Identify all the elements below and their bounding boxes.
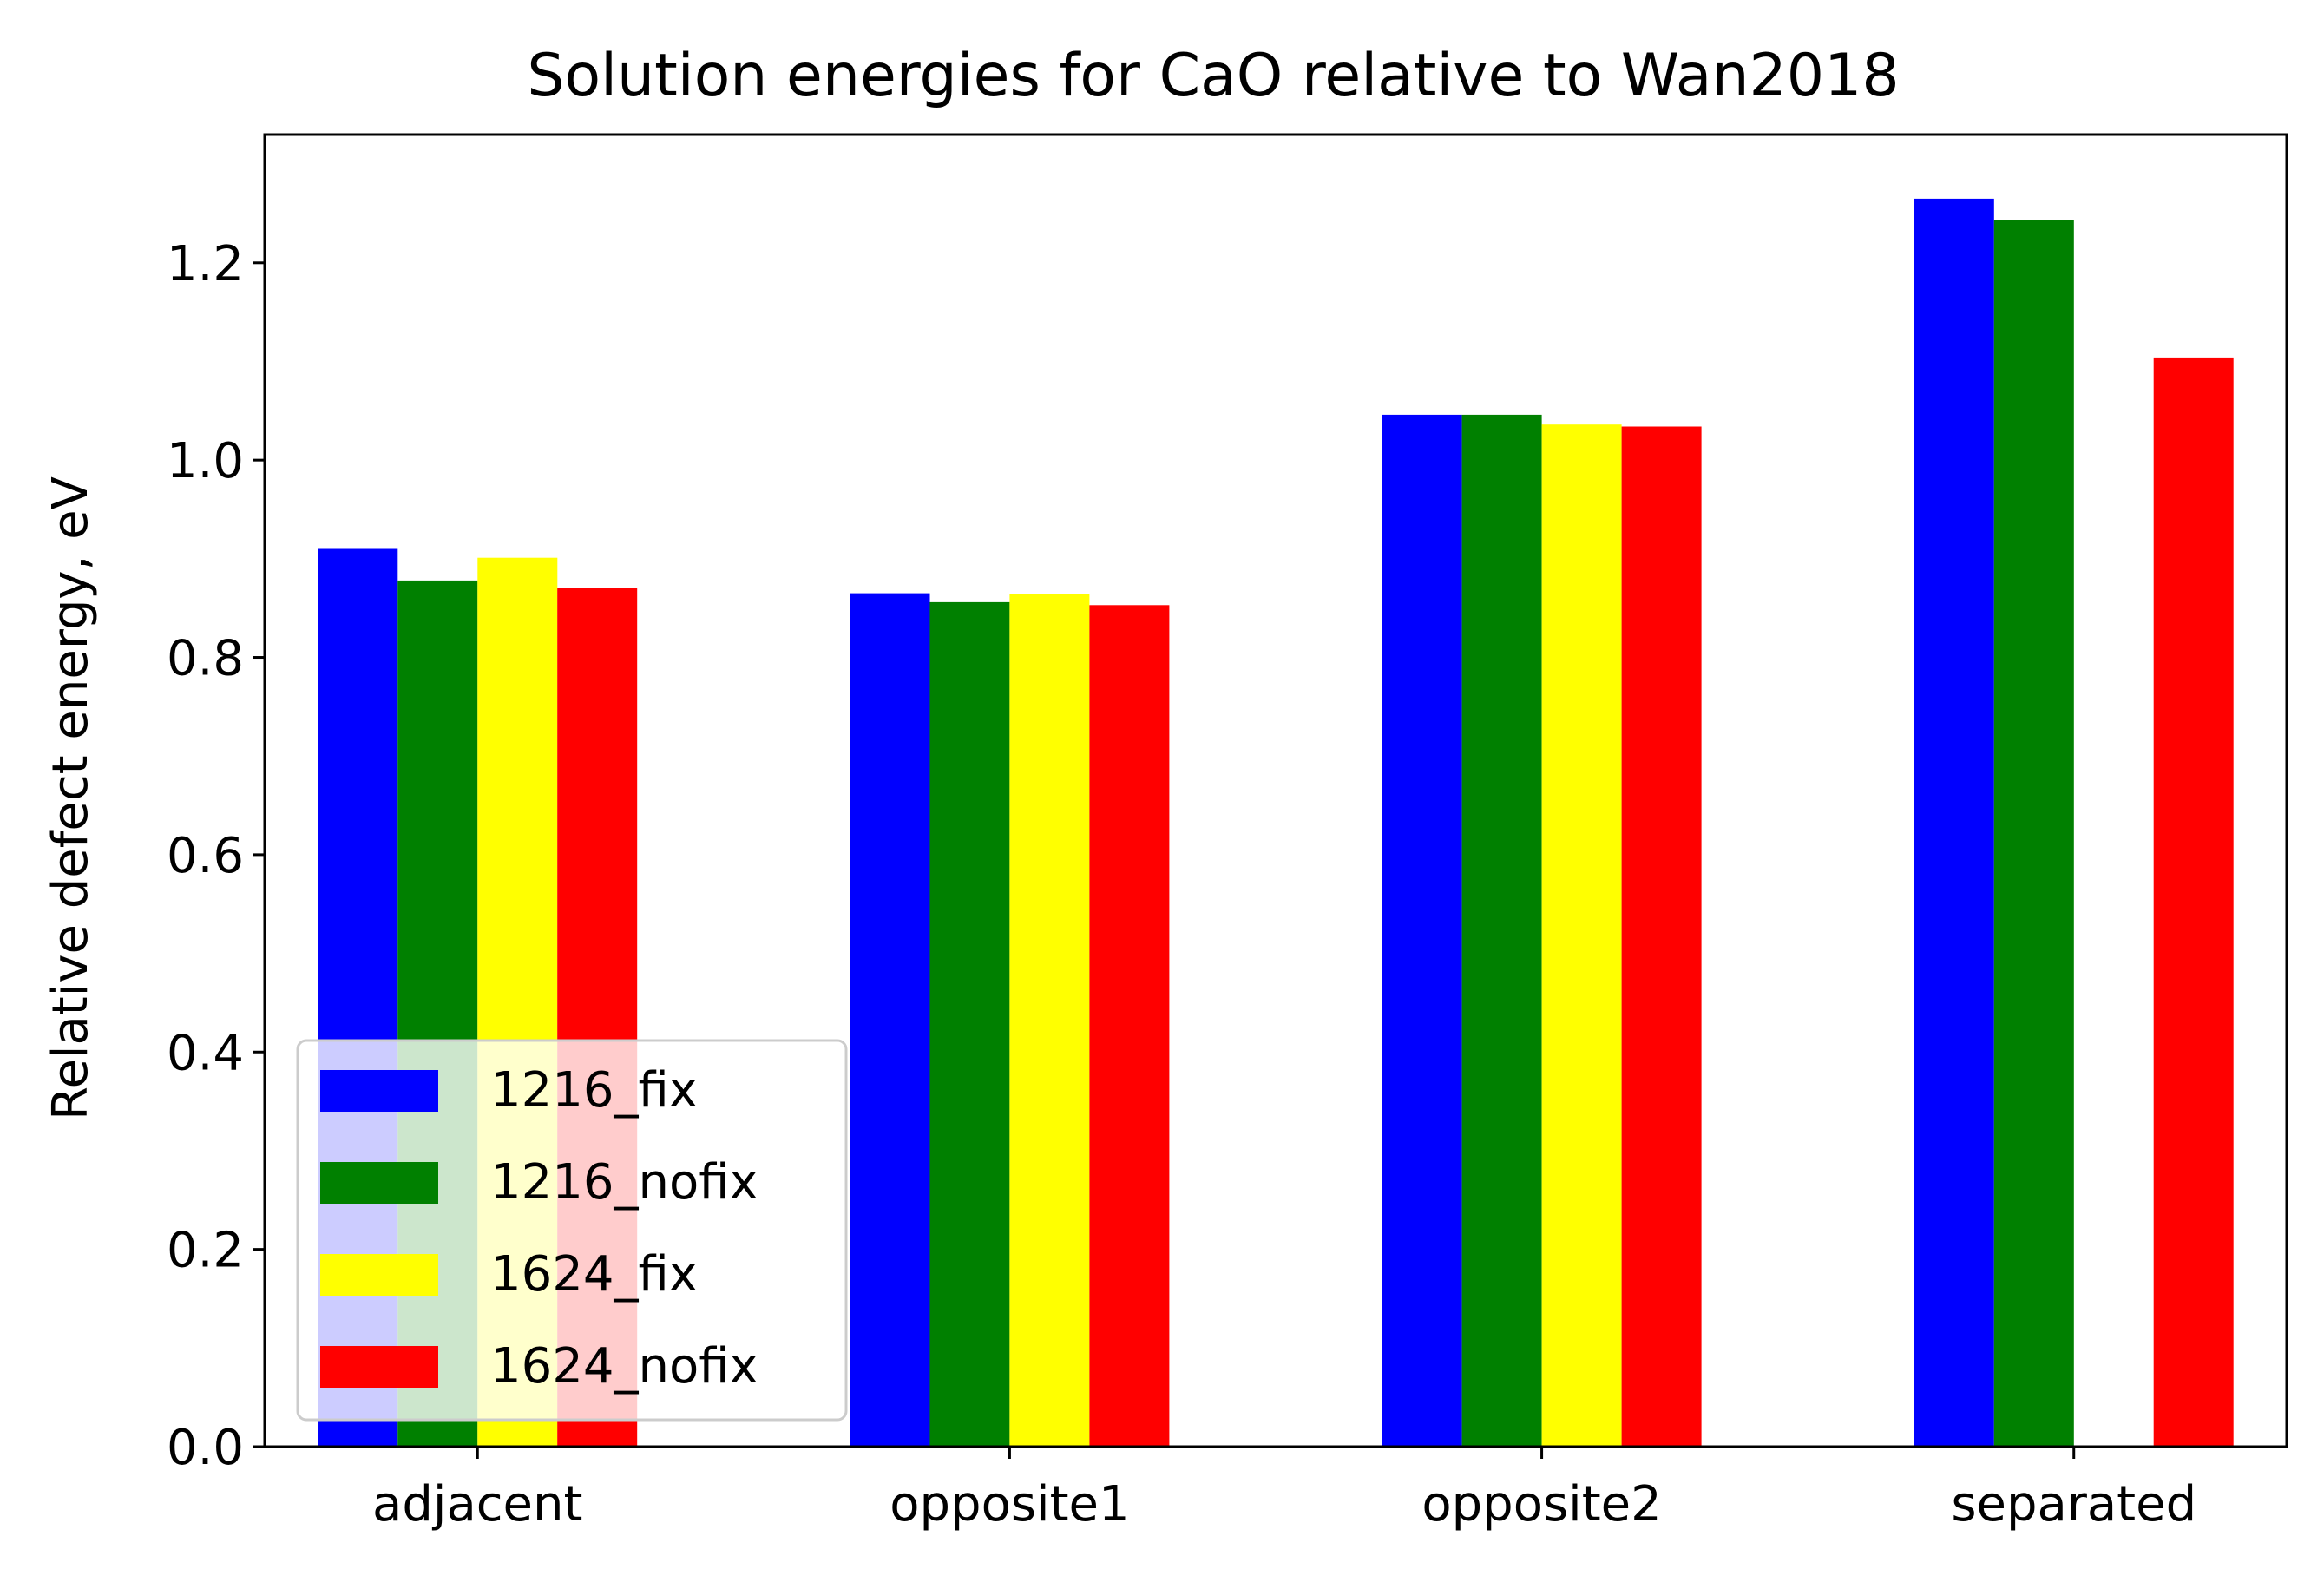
bar-1624_fix-opposite2 xyxy=(1541,424,1622,1448)
bar-1624_nofix-opposite2 xyxy=(1621,426,1702,1447)
y-tick-label: 0.2 xyxy=(167,1223,244,1279)
legend-label-1216_fix: 1216_fix xyxy=(490,1062,698,1119)
legend-box xyxy=(296,1039,848,1422)
bar-1216_nofix-opposite2 xyxy=(1461,414,1542,1447)
legend-label-1624_fix: 1624_fix xyxy=(490,1246,698,1303)
bar-1624_nofix-opposite1 xyxy=(1089,605,1170,1447)
y-axis-label: Relative defect energy, eV xyxy=(43,476,99,1120)
bar-1216_fix-opposite1 xyxy=(850,593,930,1447)
bar-1216_nofix-opposite1 xyxy=(929,601,1010,1447)
y-tick-label: 0.8 xyxy=(167,631,244,687)
legend: 1216_fix 1216_nofix 1624_fix 1624_nofix xyxy=(296,1039,848,1422)
chart-title: Solution energies for CaO relative to Wa… xyxy=(527,42,1899,110)
y-tick-label: 1.2 xyxy=(167,236,244,292)
y-tick-label: 1.0 xyxy=(167,433,244,489)
bar-1624_nofix-separated xyxy=(2153,357,2234,1447)
bar-1216_fix-separated xyxy=(1914,198,1994,1447)
legend-label-1624_nofix: 1624_nofix xyxy=(490,1338,758,1395)
legend-label-1216_nofix: 1216_nofix xyxy=(490,1154,758,1211)
bar-1216_nofix-separated xyxy=(1993,220,2074,1447)
x-tick-label: separated xyxy=(1951,1476,2196,1533)
plot-frame xyxy=(263,133,2288,1448)
y-tick-label: 0.0 xyxy=(167,1420,244,1476)
x-tick-label: opposite2 xyxy=(1421,1476,1661,1533)
x-tick-label: opposite1 xyxy=(890,1476,1129,1533)
y-tick-label: 0.6 xyxy=(167,828,244,884)
bar-1216_fix-opposite2 xyxy=(1382,414,1462,1447)
legend-swatch-1624_nofix xyxy=(320,1346,438,1388)
y-tick-label: 0.4 xyxy=(167,1025,244,1081)
legend-swatch-1624_fix xyxy=(320,1254,438,1296)
x-ticks: adjacent opposite1 opposite2 separated xyxy=(372,1447,2196,1533)
x-tick-label: adjacent xyxy=(372,1476,582,1533)
legend-swatch-1216_fix xyxy=(320,1070,438,1112)
legend-swatch-1216_nofix xyxy=(320,1162,438,1204)
bar-1624_fix-opposite1 xyxy=(1009,594,1090,1447)
y-ticks: 0.0 0.2 0.4 0.6 0.8 1.0 1.2 xyxy=(167,236,265,1476)
